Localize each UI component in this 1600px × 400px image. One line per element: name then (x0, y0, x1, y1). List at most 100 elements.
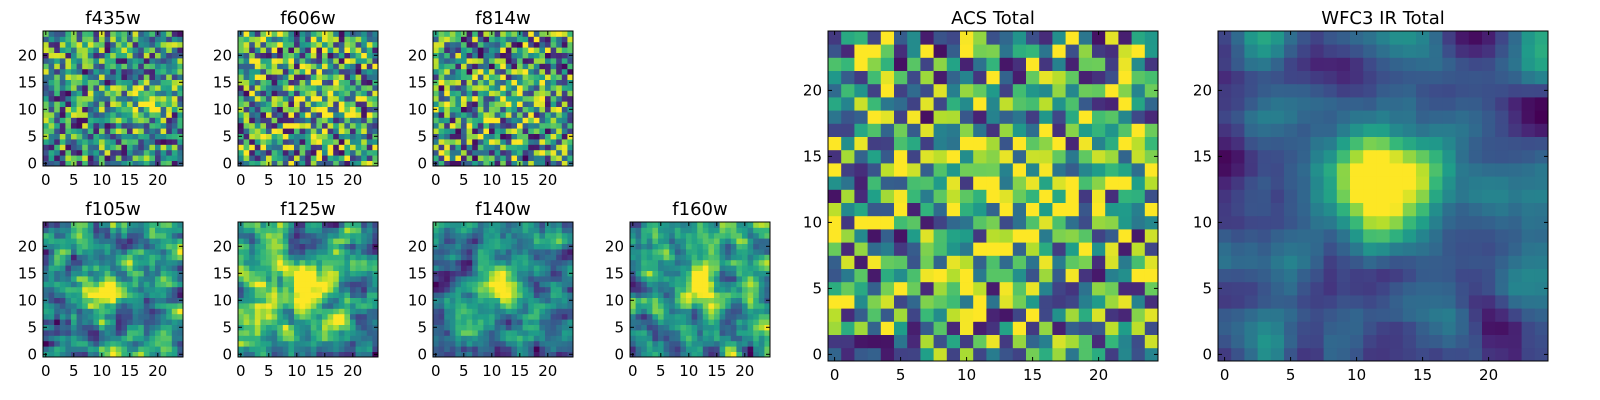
heatmap-cell (725, 346, 732, 352)
heatmap-cell (338, 106, 345, 113)
heatmap-cell (260, 227, 267, 234)
heatmap-cell (764, 238, 771, 244)
heatmap-cell (719, 227, 726, 234)
heatmap-cell (438, 41, 445, 48)
heatmap-cell (477, 79, 484, 86)
heatmap-cell (344, 346, 351, 352)
heatmap-cell (986, 347, 1000, 362)
heatmap-cell (686, 232, 692, 239)
heatmap-cell (567, 95, 574, 102)
heatmap-cell (288, 249, 295, 255)
heatmap-cell (71, 319, 77, 325)
heatmap-cell (652, 346, 659, 352)
heatmap-cell (355, 227, 362, 234)
heatmap-cell (333, 259, 340, 266)
heatmap-cell (438, 52, 445, 59)
heatmap-cell (294, 281, 300, 288)
heatmap-cell (110, 133, 117, 140)
heatmap-cell (322, 259, 328, 266)
heatmap-cell (143, 139, 150, 145)
heatmap-cell (522, 243, 529, 250)
heatmap-cell (48, 74, 55, 80)
heatmap-cell (243, 324, 250, 331)
heatmap-cell (702, 259, 709, 266)
heatmap-cell (528, 128, 535, 134)
heatmap-cell (539, 276, 546, 282)
heatmap-cell (76, 243, 83, 250)
heatmap-cell (1026, 242, 1040, 256)
heatmap-cell (110, 281, 117, 288)
heatmap-cell (344, 79, 351, 86)
heatmap-cell (545, 227, 551, 234)
heatmap-cell (894, 255, 908, 269)
heatmap-cell (444, 149, 451, 156)
heatmap-cell (764, 330, 771, 336)
heatmap-cell (894, 229, 908, 243)
heatmap-cell (500, 90, 507, 97)
heatmap-cell (500, 144, 507, 151)
heatmap-cell (455, 36, 462, 43)
heatmap-cell (556, 95, 563, 102)
heatmap-cell (48, 85, 55, 91)
heatmap-cell (880, 347, 895, 362)
heatmap-cell (1078, 163, 1093, 177)
heatmap-cell (260, 52, 267, 59)
heatmap-cell (310, 281, 317, 288)
heatmap-cell (545, 281, 551, 288)
heatmap-cell (533, 351, 540, 358)
heatmap-cell (277, 112, 284, 118)
heatmap-cell (449, 286, 456, 293)
heatmap-cell (550, 90, 557, 97)
heatmap-cell (933, 229, 948, 243)
heatmap-cell (461, 79, 467, 86)
heatmap-cell (1118, 189, 1132, 203)
heatmap-cell (160, 149, 167, 156)
heatmap-cell (517, 292, 523, 298)
heatmap-cell (177, 149, 184, 156)
heatmap-cell (841, 334, 855, 349)
heatmap-cell (127, 133, 133, 140)
heatmap-cell (880, 215, 895, 230)
heatmap-cell (455, 160, 462, 167)
heatmap-cell (1078, 308, 1093, 322)
heatmap-cell (333, 270, 340, 277)
heatmap-cell (533, 79, 540, 86)
heatmap-cell (736, 313, 743, 320)
heatmap-cell (254, 160, 261, 167)
heatmap-cell (310, 254, 317, 261)
heatmap-cell (477, 227, 484, 234)
heatmap-cell (472, 222, 479, 228)
heatmap-cell (736, 270, 743, 277)
heatmap-cell (294, 106, 300, 113)
heatmap-cell (449, 58, 456, 64)
heatmap-cell (641, 330, 648, 336)
heatmap-cell (736, 319, 743, 325)
heatmap-cell (115, 52, 122, 59)
heatmap-cell (986, 242, 1000, 256)
heatmap-cell (719, 340, 726, 347)
heatmap-cell (1131, 215, 1146, 230)
heatmap-cell (500, 276, 507, 282)
heatmap-cell (438, 238, 445, 244)
heatmap-cell (127, 155, 133, 161)
heatmap-cell (658, 324, 664, 331)
heatmap-cell (294, 52, 300, 59)
heatmap-cell (310, 117, 317, 124)
heatmap-cell (121, 335, 128, 342)
heatmap-cell (533, 297, 540, 304)
heatmap-cell (299, 101, 306, 107)
heatmap-cell (494, 308, 501, 315)
heatmap-cell (561, 351, 568, 358)
heatmap-cell (277, 324, 284, 331)
heatmap-cell (282, 286, 289, 293)
heatmap-cell (658, 249, 664, 255)
y-tick-label: 20 (18, 46, 37, 64)
heatmap-cell (366, 351, 373, 358)
heatmap-cell (455, 281, 462, 288)
heatmap-cell (65, 122, 72, 129)
heatmap-cell (489, 133, 495, 140)
heatmap-cell (127, 270, 133, 277)
heatmap-cell (82, 254, 89, 261)
heatmap-cell (277, 139, 284, 145)
heatmap-cell (316, 58, 323, 64)
